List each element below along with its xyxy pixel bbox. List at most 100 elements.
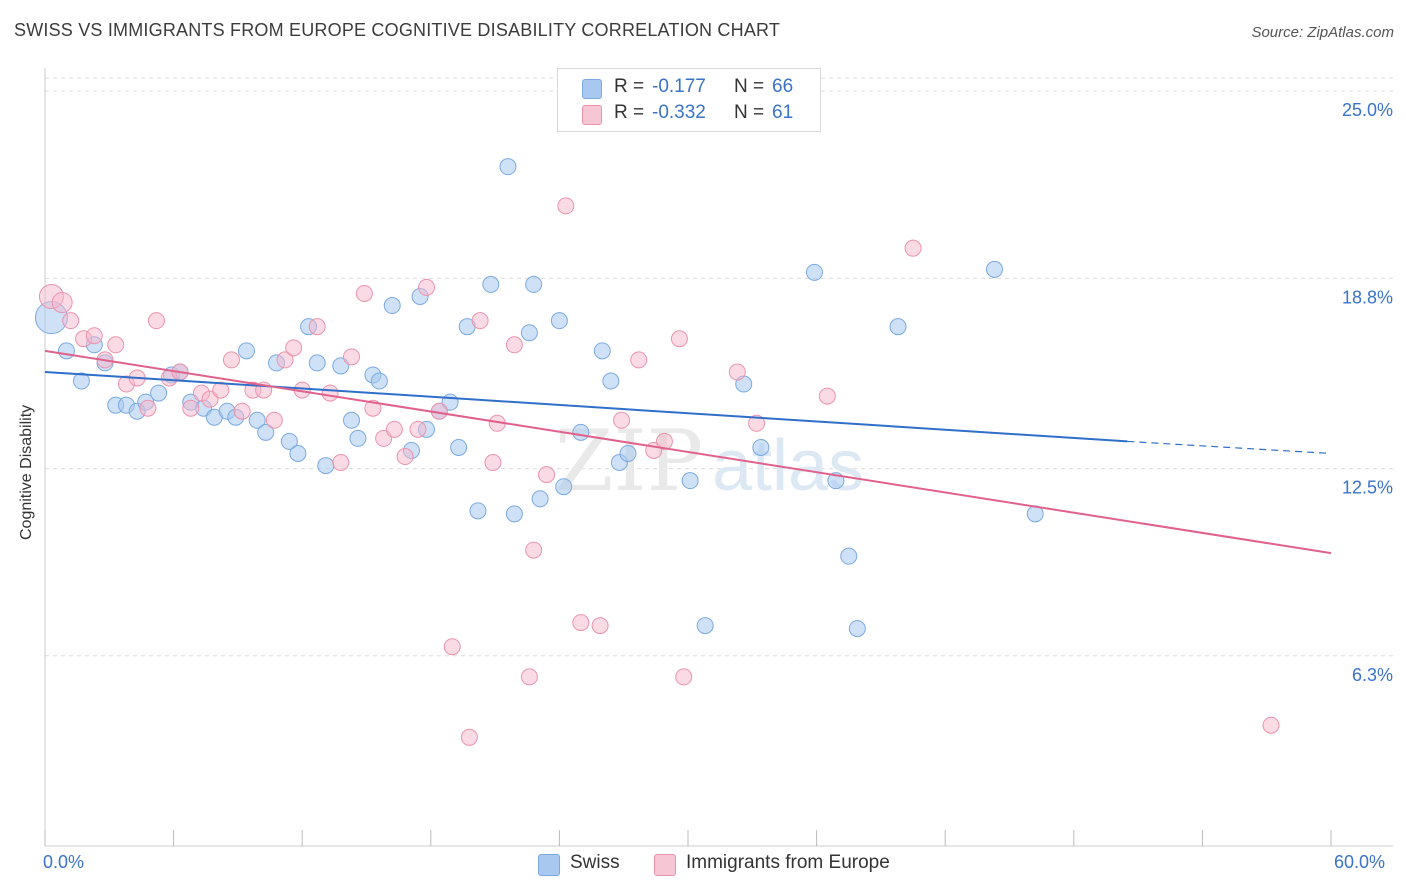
swiss-point xyxy=(370,372,388,390)
swiss-point xyxy=(696,617,714,635)
grid-lines xyxy=(45,77,1393,657)
swiss-point xyxy=(342,411,360,429)
immigrants-point xyxy=(308,318,326,336)
immigrants-point xyxy=(321,384,339,402)
swiss-point xyxy=(840,547,858,565)
immigrants-trend-line xyxy=(44,349,1332,555)
immigrants-point xyxy=(396,448,414,466)
immigrants-point xyxy=(355,284,373,302)
swiss-point xyxy=(602,372,620,390)
swiss-point xyxy=(550,312,568,330)
immigrants-point xyxy=(471,312,489,330)
chart-source: Source: ZipAtlas.com xyxy=(1251,24,1394,41)
immigrants-point xyxy=(572,614,590,632)
immigrants-point xyxy=(557,197,575,215)
swiss-point xyxy=(450,438,468,456)
legend-swatch-swiss xyxy=(538,854,560,876)
swiss-point xyxy=(150,384,168,402)
immigrants-point xyxy=(147,312,165,330)
swiss-trend-extension xyxy=(1127,440,1332,455)
immigrants-point xyxy=(484,454,502,472)
swiss-point xyxy=(531,490,549,508)
r-label: R = xyxy=(614,76,645,97)
swiss-point xyxy=(289,444,307,462)
immigrants-point xyxy=(332,454,350,472)
immigrants-point xyxy=(62,312,80,330)
immigrants-point xyxy=(364,399,382,417)
immigrants-point xyxy=(630,351,648,369)
n-label: N = xyxy=(734,102,765,123)
r-label: R = xyxy=(614,102,645,123)
immigrants-point xyxy=(1262,716,1280,734)
swiss-point xyxy=(525,275,543,293)
immigrants-point xyxy=(107,336,125,354)
y-tick-labels: 6.3% 12.5% 18.8% 25.0% xyxy=(1342,100,1393,685)
immigrants-point xyxy=(670,330,688,348)
swiss-point xyxy=(889,318,907,336)
immigrants-point xyxy=(748,414,766,432)
immigrants-point xyxy=(409,420,427,438)
immigrants-point xyxy=(233,402,251,420)
swiss-point xyxy=(469,502,487,520)
immigrants-point xyxy=(443,638,461,656)
swiss-point xyxy=(619,444,637,462)
n-label: N = xyxy=(734,76,765,97)
r-value: -0.332 xyxy=(652,102,706,123)
immigrants-point xyxy=(342,348,360,366)
immigrants-point xyxy=(385,420,403,438)
swiss-point xyxy=(805,263,823,281)
immigrants-point xyxy=(675,668,693,686)
immigrants-point xyxy=(85,327,103,345)
swiss-point xyxy=(237,342,255,360)
y-axis-label: Cognitive Disability xyxy=(18,404,35,540)
immigrants-point xyxy=(538,466,556,484)
swiss-trend-line xyxy=(44,370,1128,443)
immigrants-point xyxy=(182,399,200,417)
trend-lines xyxy=(44,349,1332,555)
swiss-point xyxy=(257,423,275,441)
series-legend: Swiss Immigrants from Europe xyxy=(0,852,1406,878)
r-value: -0.177 xyxy=(652,76,706,97)
immigrants-point xyxy=(591,617,609,635)
immigrants-point xyxy=(418,278,436,296)
immigrants-point xyxy=(265,411,283,429)
legend-label-swiss: Swiss xyxy=(570,852,620,873)
correlation-legend: R = -0.177 N = 66 R = -0.332 N = 61 xyxy=(557,68,821,132)
immigrants-point xyxy=(525,541,543,559)
swiss-point xyxy=(72,372,90,390)
swiss-point xyxy=(681,472,699,490)
swiss-point xyxy=(505,505,523,523)
chart-title: SWISS VS IMMIGRANTS FROM EUROPE COGNITIV… xyxy=(14,20,781,40)
x-tick-max: 60.0% xyxy=(1334,852,1386,872)
n-value: 66 xyxy=(772,76,794,97)
swiss-point xyxy=(499,158,517,176)
swiss-point xyxy=(985,260,1003,278)
swiss-point xyxy=(848,620,866,638)
swiss-point xyxy=(482,275,500,293)
legend-swatch-immigrants xyxy=(582,105,602,125)
n-value: 61 xyxy=(772,102,794,123)
swiss-point xyxy=(57,342,75,360)
swiss-point xyxy=(752,438,770,456)
swiss-point xyxy=(555,478,573,496)
swiss-point xyxy=(349,429,367,447)
immigrants-point xyxy=(212,381,230,399)
watermark-atlas: atlas xyxy=(712,426,864,506)
swiss-point xyxy=(572,423,590,441)
immigrants-point xyxy=(51,292,73,314)
axes xyxy=(44,68,1393,847)
immigrants-point xyxy=(276,351,294,369)
immigrants-point xyxy=(613,411,631,429)
immigrants-point xyxy=(285,339,303,357)
swiss-point xyxy=(593,342,611,360)
swiss-point xyxy=(308,354,326,372)
swiss-point xyxy=(317,457,335,475)
immigrants-point xyxy=(728,363,746,381)
swiss-point xyxy=(520,324,538,342)
immigrants-point xyxy=(520,668,538,686)
immigrants-point xyxy=(655,432,673,450)
legend-label-immigrants: Immigrants from Europe xyxy=(686,852,890,873)
swiss-point xyxy=(280,432,298,450)
y-tick-label: 18.8% xyxy=(1342,287,1393,307)
immigrants-point xyxy=(460,728,478,746)
